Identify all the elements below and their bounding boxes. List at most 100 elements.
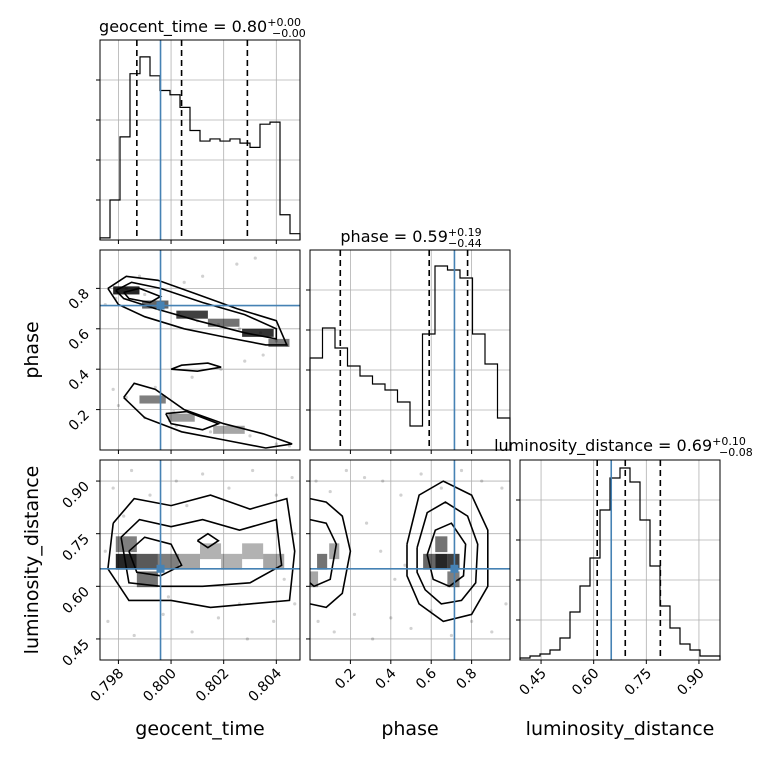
density-cell xyxy=(221,553,243,570)
y-tick-label: 0.90 xyxy=(59,479,92,512)
sample-point xyxy=(393,577,397,581)
sample-point xyxy=(439,486,443,490)
density-cell xyxy=(435,553,448,570)
luminosity-distance-title: luminosity_distance = 0.69+0.10 xyxy=(494,435,746,456)
sample-point xyxy=(480,479,484,483)
sample-point xyxy=(185,504,189,508)
contour-line xyxy=(416,501,479,605)
density-cell xyxy=(115,536,137,553)
density-cell xyxy=(176,310,208,319)
y-tick-label: 0.75 xyxy=(59,531,92,564)
sample-point xyxy=(352,612,357,616)
density-cell xyxy=(268,338,290,347)
sample-point xyxy=(106,619,110,624)
contour-line xyxy=(309,497,352,609)
sample-point xyxy=(111,486,115,490)
sample-point xyxy=(314,479,318,483)
contour-line xyxy=(309,518,338,588)
contour-line xyxy=(120,518,283,588)
density-cell xyxy=(200,543,222,560)
x-tick-label: 0.90 xyxy=(674,666,707,699)
histogram-geocent-time xyxy=(99,56,301,240)
sample-point xyxy=(253,256,257,260)
x-tick-label: 0.60 xyxy=(569,666,602,699)
sample-point xyxy=(153,385,157,389)
panel-geocent-time-vs-phase xyxy=(96,249,301,454)
histogram-luminosity-distance xyxy=(519,467,721,660)
sample-point xyxy=(274,493,278,497)
sample-point xyxy=(371,637,375,641)
sample-point xyxy=(381,479,385,483)
sample-point xyxy=(182,280,186,284)
x-tick-label: 0.804 xyxy=(245,665,285,705)
density-cell xyxy=(113,286,140,295)
sample-point xyxy=(389,616,393,620)
sample-point xyxy=(449,633,454,638)
panel-frame xyxy=(309,249,511,451)
sample-point xyxy=(274,339,278,343)
sample-point xyxy=(403,563,407,567)
sample-point xyxy=(237,327,242,331)
sample-point xyxy=(500,486,504,490)
xlabel-geocent-time: geocent_time xyxy=(135,718,264,740)
panel-frame xyxy=(309,459,511,661)
y-tick-label: 0.4 xyxy=(66,367,93,394)
sample-point xyxy=(274,442,278,446)
density-cell xyxy=(139,395,166,404)
density-cell xyxy=(242,328,274,337)
contour-line xyxy=(406,480,489,623)
sample-point xyxy=(177,311,181,315)
density-cell xyxy=(317,553,328,570)
panel-frame xyxy=(99,39,301,241)
sample-point xyxy=(243,359,247,363)
x-tick-label: 0.798 xyxy=(88,666,128,706)
sample-point xyxy=(219,367,223,371)
sample-point xyxy=(364,521,369,525)
x-tick-label: 0.45 xyxy=(517,666,550,699)
contour-line xyxy=(165,410,221,431)
x-tick-label: 0.6 xyxy=(413,665,440,692)
luminosity-distance-title-minus: −0.08 xyxy=(719,446,753,459)
truth-marker xyxy=(450,564,459,573)
density-cell xyxy=(168,413,195,422)
sample-point xyxy=(290,475,294,480)
contour-line xyxy=(123,287,163,304)
sample-point xyxy=(362,475,367,480)
sample-point xyxy=(419,472,423,476)
sample-point xyxy=(174,479,178,483)
density-cell xyxy=(447,571,460,588)
sample-point xyxy=(166,595,171,599)
panel-luminosity-distance xyxy=(516,459,721,664)
contour-line xyxy=(123,382,293,449)
sample-point xyxy=(216,616,221,620)
sample-point xyxy=(227,486,231,490)
sample-point xyxy=(258,331,263,335)
sample-point xyxy=(293,532,297,536)
contour-line xyxy=(107,275,289,346)
contour-line xyxy=(170,362,222,373)
phase-title: phase = 0.59+0.19 xyxy=(340,226,481,246)
density-cell xyxy=(213,425,245,434)
panel-geocent-time xyxy=(96,39,301,244)
sample-point xyxy=(124,286,128,290)
xlabel-luminosity-distance: luminosity_distance xyxy=(526,718,715,740)
sample-point xyxy=(409,626,413,631)
density-cell xyxy=(136,553,158,570)
ylabel-luminosity-distance: luminosity_distance xyxy=(21,466,43,655)
sample-point xyxy=(201,274,205,278)
sample-point xyxy=(116,403,121,408)
sample-point xyxy=(293,602,297,606)
y-tick-label: 0.60 xyxy=(59,584,92,617)
histogram-phase xyxy=(309,265,511,450)
sample-point xyxy=(201,472,205,476)
sample-point xyxy=(129,468,134,473)
sample-point xyxy=(143,292,147,297)
sample-point xyxy=(490,630,494,634)
geocent-time-title: geocent_time = 0.80+0.00 xyxy=(99,16,301,37)
panel-frame xyxy=(519,459,721,661)
sample-point xyxy=(190,630,194,634)
sample-point xyxy=(332,630,336,634)
sample-point xyxy=(344,468,348,473)
contour-line xyxy=(128,536,183,577)
